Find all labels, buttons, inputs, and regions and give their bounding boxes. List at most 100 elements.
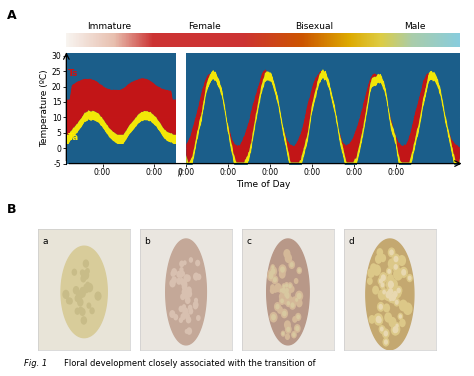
Circle shape bbox=[385, 291, 392, 299]
Circle shape bbox=[279, 293, 285, 300]
Circle shape bbox=[85, 268, 90, 274]
Circle shape bbox=[376, 256, 382, 264]
Circle shape bbox=[287, 301, 290, 306]
Circle shape bbox=[379, 281, 386, 289]
Circle shape bbox=[283, 284, 285, 288]
Circle shape bbox=[370, 263, 377, 272]
Circle shape bbox=[86, 302, 91, 309]
Circle shape bbox=[182, 304, 186, 309]
Circle shape bbox=[193, 273, 199, 281]
Circle shape bbox=[171, 276, 177, 284]
Circle shape bbox=[386, 278, 396, 291]
Circle shape bbox=[279, 270, 286, 279]
Circle shape bbox=[186, 290, 192, 298]
Circle shape bbox=[176, 271, 182, 278]
Circle shape bbox=[195, 260, 200, 266]
Circle shape bbox=[288, 301, 292, 307]
Circle shape bbox=[295, 326, 300, 331]
Circle shape bbox=[182, 283, 187, 291]
Circle shape bbox=[277, 306, 283, 314]
Circle shape bbox=[289, 300, 296, 310]
Circle shape bbox=[401, 269, 406, 276]
Circle shape bbox=[388, 258, 396, 269]
Circle shape bbox=[386, 267, 392, 276]
Circle shape bbox=[396, 288, 401, 293]
Polygon shape bbox=[61, 246, 107, 338]
Circle shape bbox=[294, 296, 299, 303]
Circle shape bbox=[406, 274, 413, 282]
Circle shape bbox=[181, 271, 185, 277]
Bar bbox=[176, 53, 186, 164]
Circle shape bbox=[282, 283, 286, 290]
Circle shape bbox=[398, 313, 403, 320]
Circle shape bbox=[74, 308, 80, 315]
Circle shape bbox=[392, 327, 398, 334]
Circle shape bbox=[374, 313, 382, 323]
Circle shape bbox=[271, 268, 275, 274]
Circle shape bbox=[182, 307, 189, 315]
Circle shape bbox=[379, 278, 383, 284]
Text: b: b bbox=[145, 237, 150, 246]
Circle shape bbox=[183, 282, 187, 287]
Circle shape bbox=[392, 262, 400, 272]
Circle shape bbox=[390, 279, 398, 290]
Circle shape bbox=[296, 299, 302, 308]
Circle shape bbox=[285, 284, 288, 288]
Circle shape bbox=[388, 288, 393, 295]
Circle shape bbox=[388, 280, 394, 288]
Text: Floral development closely associated with the transition of: Floral development closely associated wi… bbox=[64, 359, 316, 368]
Circle shape bbox=[176, 277, 182, 285]
Text: Female: Female bbox=[188, 22, 220, 31]
Text: a: a bbox=[43, 237, 48, 246]
Circle shape bbox=[270, 287, 275, 294]
Circle shape bbox=[372, 286, 379, 295]
Circle shape bbox=[186, 287, 192, 294]
Circle shape bbox=[185, 289, 190, 295]
Text: d: d bbox=[348, 237, 354, 246]
Circle shape bbox=[285, 288, 289, 293]
Circle shape bbox=[285, 325, 292, 334]
Circle shape bbox=[184, 312, 190, 320]
Circle shape bbox=[375, 316, 382, 323]
Circle shape bbox=[283, 290, 291, 299]
Circle shape bbox=[280, 288, 283, 293]
Circle shape bbox=[81, 270, 86, 277]
Circle shape bbox=[375, 315, 383, 325]
Circle shape bbox=[179, 267, 183, 273]
Circle shape bbox=[179, 317, 183, 323]
Text: Immature: Immature bbox=[88, 22, 132, 31]
Circle shape bbox=[194, 298, 198, 303]
Circle shape bbox=[284, 320, 291, 329]
Circle shape bbox=[63, 290, 70, 299]
Circle shape bbox=[285, 299, 292, 307]
Circle shape bbox=[383, 331, 388, 337]
Circle shape bbox=[393, 326, 399, 333]
Circle shape bbox=[383, 303, 390, 312]
Circle shape bbox=[267, 269, 275, 279]
Circle shape bbox=[284, 282, 289, 289]
Circle shape bbox=[80, 287, 85, 294]
Circle shape bbox=[389, 280, 395, 289]
Circle shape bbox=[269, 266, 277, 277]
Circle shape bbox=[267, 271, 275, 282]
Circle shape bbox=[389, 294, 396, 303]
Circle shape bbox=[281, 331, 285, 337]
Circle shape bbox=[395, 324, 399, 328]
Circle shape bbox=[292, 316, 297, 323]
Circle shape bbox=[181, 279, 187, 287]
Circle shape bbox=[78, 306, 83, 313]
Circle shape bbox=[282, 311, 287, 317]
Polygon shape bbox=[166, 239, 206, 345]
Circle shape bbox=[388, 247, 395, 258]
Circle shape bbox=[173, 314, 178, 320]
Circle shape bbox=[74, 294, 81, 302]
Circle shape bbox=[380, 326, 384, 332]
Circle shape bbox=[77, 298, 83, 306]
Circle shape bbox=[403, 302, 412, 315]
Circle shape bbox=[280, 267, 285, 273]
Circle shape bbox=[282, 287, 286, 294]
Circle shape bbox=[297, 293, 301, 299]
Circle shape bbox=[384, 339, 388, 345]
Circle shape bbox=[269, 273, 273, 279]
Circle shape bbox=[367, 277, 373, 285]
